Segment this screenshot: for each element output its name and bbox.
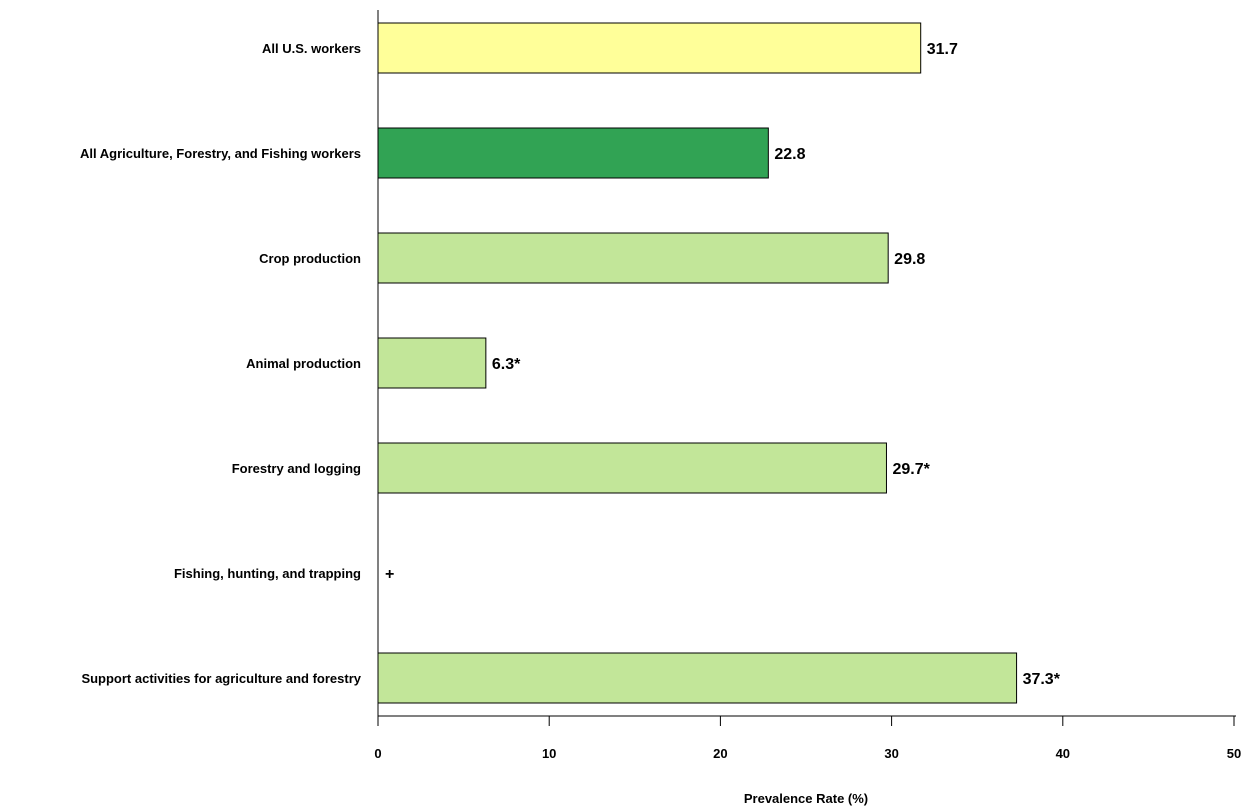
bars-layer [377, 22, 1018, 704]
value-labels: 31.7 22.8 29.8 6.3* 29.7* +37.3* [385, 41, 1061, 688]
category-label: Fishing, hunting, and trapping [174, 566, 361, 581]
value-label: 29.8 [894, 251, 925, 268]
bar [377, 652, 1018, 704]
category-labels: All U.S. workers All Agriculture, Forestr… [80, 41, 362, 686]
x-axis-ticks: 0 10 20 30 40 50 [374, 716, 1241, 761]
x-axis-title: Prevalence Rate (%) [744, 791, 868, 806]
value-label: 31.7 [927, 41, 958, 58]
x-tick-label: 30 [884, 746, 898, 761]
x-tick-label: 20 [713, 746, 727, 761]
bar [377, 22, 922, 74]
value-label: 22.8 [774, 146, 805, 163]
x-tick-label: 50 [1227, 746, 1241, 761]
x-tick-label: 10 [542, 746, 556, 761]
bar [377, 127, 769, 179]
category-label: Crop production [259, 251, 361, 266]
bar [377, 232, 889, 284]
bar [377, 337, 487, 389]
value-label: 29.7* [892, 461, 930, 478]
value-label: 37.3* [1023, 671, 1061, 688]
category-label: Support activities for agriculture and f… [81, 671, 361, 686]
value-label: + [385, 566, 394, 583]
category-label: Forestry and logging [232, 461, 361, 476]
bar [377, 442, 887, 494]
category-label: All Agriculture, Forestry, and Fishing w… [80, 146, 361, 161]
x-tick-label: 40 [1056, 746, 1070, 761]
category-label: All U.S. workers [262, 41, 361, 56]
value-label: 6.3* [492, 356, 521, 373]
x-tick-label: 0 [374, 746, 381, 761]
category-label: Animal production [246, 356, 361, 371]
